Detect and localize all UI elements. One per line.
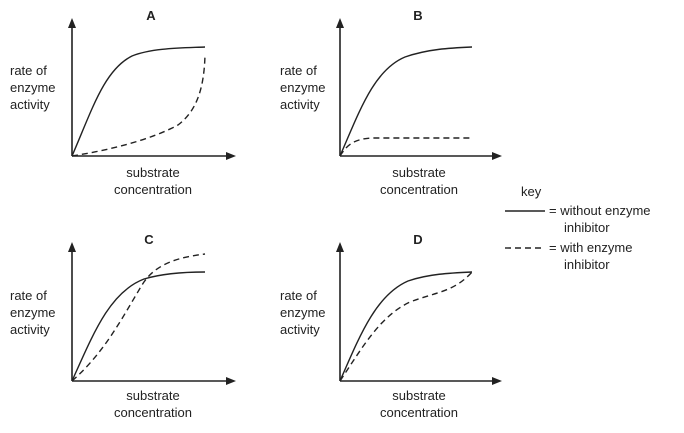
panel-b-y-axis-arrowhead — [336, 18, 344, 28]
panel-d: D rate of enzyme activity substrate conc… — [280, 232, 502, 420]
panel-c: C rate of enzyme activity substrate conc… — [10, 232, 236, 420]
panel-b-ylabel-line3: activity — [280, 97, 320, 112]
panel-c-ylabel-line1: rate of — [10, 288, 47, 303]
panel-c-solid-curve — [71, 271, 206, 382]
panel-d-ylabel-line1: rate of — [280, 288, 317, 303]
panel-a-ylabel-line3: activity — [10, 97, 50, 112]
panel-b-title: B — [413, 8, 422, 23]
legend-solid-label-line1: = without enzyme — [549, 203, 651, 218]
panel-c-ylabel-line2: enzyme — [10, 305, 56, 320]
panel-a-solid-curve — [71, 46, 206, 157]
panel-a-y-axis-arrowhead — [68, 18, 76, 28]
panel-d-title: D — [413, 232, 422, 247]
panel-b-xlabel-line1: substrate — [392, 165, 445, 180]
panel-c-dashed-curve — [71, 253, 206, 382]
panel-b-xlabel-line2: concentration — [380, 182, 458, 197]
panel-b-ylabel-line2: enzyme — [280, 80, 326, 95]
panel-a: A rate of enzyme activity substrate conc… — [10, 8, 236, 197]
panel-d-ylabel-line3: activity — [280, 322, 320, 337]
panel-c-title: C — [144, 232, 154, 247]
panel-d-y-axis-arrowhead — [336, 242, 344, 252]
panel-c-ylabel-line3: activity — [10, 322, 50, 337]
panel-d-solid-curve — [339, 271, 473, 382]
panel-b: B rate of enzyme activity substrate conc… — [280, 8, 502, 197]
panel-a-ylabel-line1: rate of — [10, 63, 47, 78]
panel-a-title: A — [146, 8, 156, 23]
panel-a-xlabel-line2: concentration — [114, 182, 192, 197]
panel-d-dashed-curve — [339, 271, 473, 382]
panel-d-xlabel-line1: substrate — [392, 388, 445, 403]
panel-b-x-axis-arrowhead — [492, 152, 502, 160]
panel-b-ylabel-line1: rate of — [280, 63, 317, 78]
panel-d-ylabel-line2: enzyme — [280, 305, 326, 320]
panel-d-x-axis-arrowhead — [492, 377, 502, 385]
panel-a-x-axis-arrowhead — [226, 152, 236, 160]
panel-c-xlabel-line1: substrate — [126, 388, 179, 403]
panel-a-ylabel-line2: enzyme — [10, 80, 56, 95]
legend-solid-label-line2: inhibitor — [564, 220, 610, 235]
panel-b-dashed-curve — [339, 137, 472, 157]
panel-c-x-axis-arrowhead — [226, 377, 236, 385]
panel-c-y-axis-arrowhead — [68, 242, 76, 252]
panel-a-dashed-curve — [71, 54, 206, 157]
legend: key = without enzyme inhibitor = with en… — [505, 184, 651, 272]
panel-d-xlabel-line2: concentration — [380, 405, 458, 420]
legend-title: key — [521, 184, 542, 199]
legend-dashed-label-line1: = with enzyme — [549, 240, 632, 255]
panel-b-solid-curve — [339, 46, 473, 157]
legend-dashed-label-line2: inhibitor — [564, 257, 610, 272]
panel-c-xlabel-line2: concentration — [114, 405, 192, 420]
panel-a-xlabel-line1: substrate — [126, 165, 179, 180]
